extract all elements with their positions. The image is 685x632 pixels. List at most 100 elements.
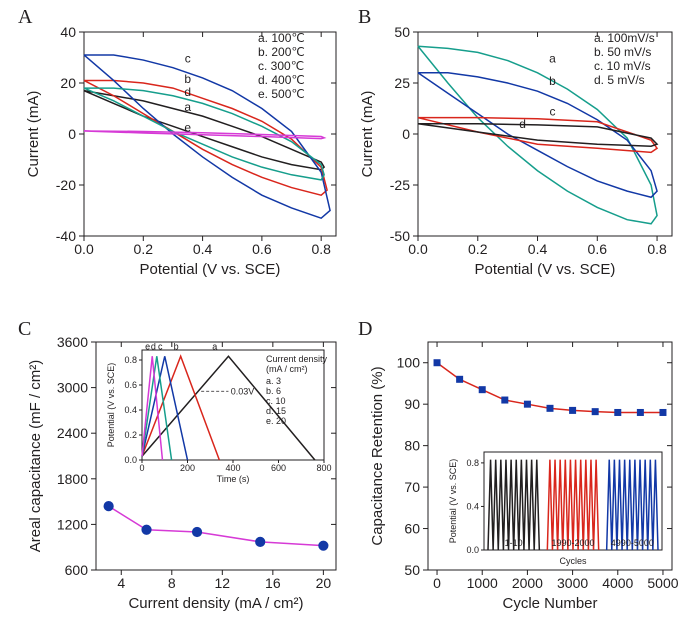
svg-text:Time (s): Time (s) — [217, 474, 250, 484]
svg-text:c. 10 mV/s: c. 10 mV/s — [594, 59, 651, 73]
svg-text:0.2: 0.2 — [124, 430, 137, 440]
svg-text:0.0: 0.0 — [124, 455, 137, 465]
svg-text:4: 4 — [117, 575, 125, 591]
svg-text:0.0: 0.0 — [466, 545, 479, 555]
panel-b-label: B — [358, 6, 371, 29]
svg-text:c. 10: c. 10 — [266, 396, 286, 406]
svg-text:2400: 2400 — [57, 425, 88, 441]
svg-text:c: c — [549, 105, 555, 119]
svg-text:c: c — [158, 342, 163, 352]
svg-text:90: 90 — [404, 396, 420, 412]
svg-text:c. 300℃: c. 300℃ — [258, 59, 304, 73]
svg-text:2000: 2000 — [512, 575, 543, 591]
svg-text:400: 400 — [225, 463, 240, 473]
svg-text:b. 200℃: b. 200℃ — [258, 45, 305, 59]
svg-text:Potential (V vs. SCE): Potential (V vs. SCE) — [448, 459, 458, 544]
svg-text:3000: 3000 — [57, 380, 88, 396]
svg-text:Potential (V vs. SCE): Potential (V vs. SCE) — [475, 261, 616, 278]
svg-text:b. 50 mV/s: b. 50 mV/s — [594, 45, 651, 59]
svg-text:0.2: 0.2 — [468, 241, 488, 257]
svg-text:Capacitance Retention (%): Capacitance Retention (%) — [369, 366, 386, 545]
svg-text:0.8: 0.8 — [311, 241, 331, 257]
svg-text:12: 12 — [215, 575, 231, 591]
svg-text:e: e — [145, 342, 150, 352]
svg-text:0.8: 0.8 — [647, 241, 667, 257]
svg-text:0.8: 0.8 — [124, 355, 137, 365]
svg-text:-25: -25 — [390, 177, 410, 193]
svg-text:0: 0 — [68, 126, 76, 142]
svg-text:a: a — [212, 342, 217, 352]
svg-text:5000: 5000 — [647, 575, 678, 591]
svg-text:Potential (V vs. SCE): Potential (V vs. SCE) — [106, 363, 116, 448]
svg-text:d: d — [184, 85, 191, 99]
svg-text:Cycle Number: Cycle Number — [502, 595, 597, 612]
svg-text:Current density: Current density — [266, 354, 328, 364]
svg-text:0.4: 0.4 — [124, 405, 137, 415]
svg-text:8: 8 — [168, 575, 176, 591]
svg-text:600: 600 — [65, 562, 89, 578]
svg-text:40: 40 — [60, 24, 76, 40]
svg-text:70: 70 — [404, 479, 420, 495]
svg-text:Potential (V vs. SCE): Potential (V vs. SCE) — [140, 261, 281, 278]
svg-text:50: 50 — [394, 24, 410, 40]
svg-text:a. 100℃: a. 100℃ — [258, 31, 305, 45]
panel-d-label: D — [358, 318, 372, 341]
svg-text:-50: -50 — [390, 228, 410, 244]
svg-text:3600: 3600 — [57, 334, 88, 350]
svg-text:a. 100mV/s: a. 100mV/s — [594, 31, 655, 45]
svg-text:0.0: 0.0 — [408, 241, 428, 257]
svg-text:4000: 4000 — [602, 575, 633, 591]
svg-text:50: 50 — [404, 562, 420, 578]
svg-text:0.0: 0.0 — [74, 241, 94, 257]
svg-text:1990-2000: 1990-2000 — [551, 538, 594, 548]
svg-text:0: 0 — [433, 575, 441, 591]
svg-text:0: 0 — [139, 463, 144, 473]
svg-text:d. 15: d. 15 — [266, 406, 286, 416]
svg-text:0.6: 0.6 — [124, 380, 137, 390]
svg-text:d. 5 mV/s: d. 5 mV/s — [594, 73, 645, 87]
svg-text:d: d — [151, 342, 156, 352]
svg-text:800: 800 — [316, 463, 331, 473]
svg-text:0.4: 0.4 — [193, 241, 213, 257]
svg-text:0.6: 0.6 — [252, 241, 272, 257]
svg-text:0.6: 0.6 — [588, 241, 608, 257]
svg-text:e. 20: e. 20 — [266, 416, 286, 426]
svg-text:200: 200 — [180, 463, 195, 473]
svg-text:1-10: 1-10 — [505, 538, 523, 548]
panel-a: 0.00.20.40.60.8-40-2002040Potential (V v… — [18, 14, 342, 284]
svg-text:Areal capacitance (mF / cm²): Areal capacitance (mF / cm²) — [27, 360, 44, 553]
svg-text:d: d — [519, 117, 526, 131]
svg-text:Current (mA): Current (mA) — [359, 91, 376, 178]
panel-a-label: A — [18, 6, 32, 29]
svg-text:0: 0 — [402, 126, 410, 142]
svg-text:e: e — [184, 120, 191, 134]
svg-text:16: 16 — [265, 575, 281, 591]
svg-text:60: 60 — [404, 521, 420, 537]
svg-text:e. 500℃: e. 500℃ — [258, 87, 305, 101]
svg-text:4990-5000: 4990-5000 — [611, 538, 654, 548]
svg-text:1000: 1000 — [467, 575, 498, 591]
svg-text:c: c — [185, 52, 191, 66]
svg-text:600: 600 — [271, 463, 286, 473]
svg-text:a: a — [184, 100, 191, 114]
svg-text:(mA / cm²): (mA / cm²) — [266, 364, 308, 374]
svg-text:b: b — [174, 342, 179, 352]
svg-text:Cycles: Cycles — [559, 556, 587, 566]
svg-text:a. 3: a. 3 — [266, 376, 281, 386]
svg-text:0.8: 0.8 — [466, 458, 479, 468]
svg-text:1800: 1800 — [57, 471, 88, 487]
svg-text:0.4: 0.4 — [466, 501, 479, 511]
svg-text:a: a — [549, 52, 556, 66]
svg-text:3000: 3000 — [557, 575, 588, 591]
svg-text:b. 6: b. 6 — [266, 386, 281, 396]
svg-text:80: 80 — [404, 438, 420, 454]
panel-c-label: C — [18, 318, 31, 341]
svg-text:Current (mA): Current (mA) — [25, 91, 42, 178]
svg-text:b: b — [549, 74, 556, 88]
svg-text:-40: -40 — [56, 228, 76, 244]
svg-text:0.4: 0.4 — [528, 241, 548, 257]
svg-text:-20: -20 — [56, 177, 76, 193]
svg-text:Current density (mA / cm²): Current density (mA / cm²) — [128, 595, 303, 612]
panel-b: 0.00.20.40.60.8-50-2502550Potential (V v… — [358, 14, 680, 284]
svg-text:0.2: 0.2 — [134, 241, 154, 257]
